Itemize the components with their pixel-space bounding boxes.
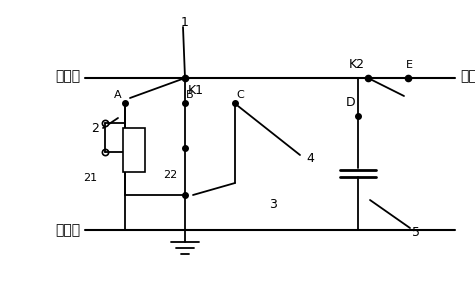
Text: 22: 22 — [163, 170, 177, 180]
Text: 末端: 末端 — [460, 69, 475, 83]
Bar — [123, 128, 145, 172]
Text: K2: K2 — [349, 58, 365, 72]
Text: B: B — [186, 90, 194, 100]
Text: 3: 3 — [269, 198, 277, 211]
Text: E: E — [406, 60, 412, 70]
Text: 5: 5 — [412, 225, 420, 238]
Text: A: A — [114, 90, 122, 100]
Text: 21: 21 — [83, 173, 97, 183]
Text: C: C — [236, 90, 244, 100]
Text: K1: K1 — [188, 85, 204, 98]
Text: 工作地: 工作地 — [55, 223, 80, 237]
Text: 2: 2 — [91, 122, 99, 135]
Text: 测试端: 测试端 — [55, 69, 80, 83]
Text: 1: 1 — [181, 15, 189, 28]
Text: D: D — [345, 96, 355, 109]
Text: 4: 4 — [306, 152, 314, 165]
